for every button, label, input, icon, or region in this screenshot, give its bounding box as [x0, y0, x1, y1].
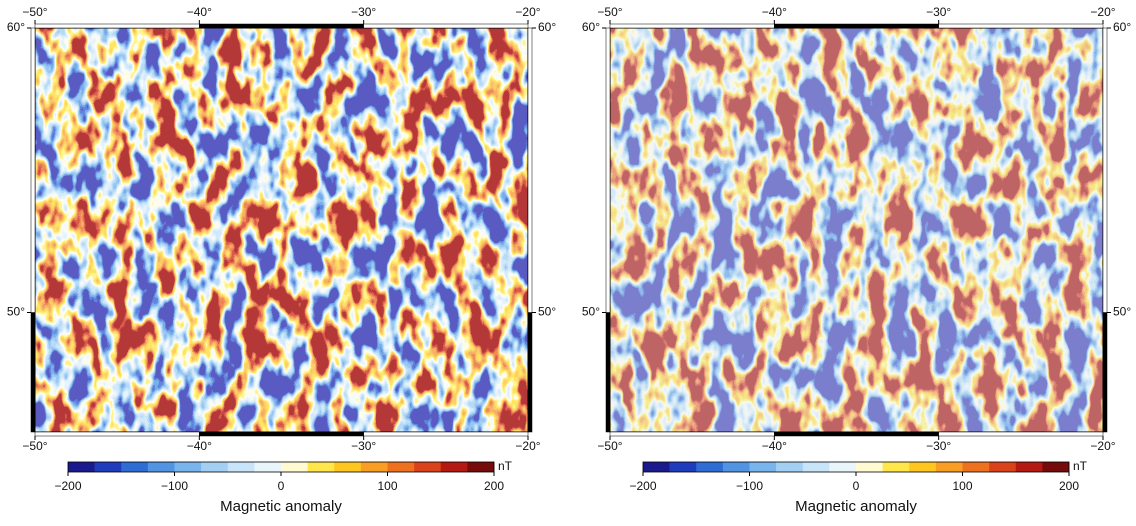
colorbar-step: [281, 462, 308, 472]
colorbar-step: [669, 462, 697, 472]
colorbar-step: [121, 462, 149, 472]
colorbar-step: [989, 462, 1017, 472]
x-tick-label: −30°: [351, 5, 376, 19]
y-tick-label: 50°: [582, 305, 600, 319]
colorbar-step: [94, 462, 122, 472]
colorbar-tick-label: 0: [853, 479, 860, 493]
x-tick-label: −40°: [762, 439, 787, 453]
x-tick-label: −20°: [1090, 439, 1115, 453]
frame-band: [605, 27, 611, 313]
colorbar-step: [227, 462, 255, 472]
colorbar-step: [147, 462, 175, 472]
colorbar-label: Magnetic anomaly: [795, 498, 917, 515]
colorbar-tick-label: 200: [484, 479, 504, 493]
colorbar-step: [334, 462, 362, 472]
colorbar-step: [360, 462, 388, 472]
colorbar-step: [307, 462, 335, 472]
colorbar-tick-label: 200: [1059, 479, 1079, 493]
colorbar-step: [467, 462, 495, 472]
frame-band: [199, 23, 364, 29]
colorbar-step: [387, 462, 415, 472]
x-tick-label: −50°: [597, 5, 622, 19]
colorbar-tick-label: −200: [629, 479, 656, 493]
colorbar-step: [68, 462, 95, 472]
colorbar-step: [201, 462, 229, 472]
frame-band: [527, 312, 533, 433]
x-tick-label: −20°: [515, 439, 540, 453]
colorbar-step: [829, 462, 857, 472]
y-tick-label: 50°: [538, 305, 556, 319]
frame-band: [774, 431, 939, 437]
frame-band: [363, 431, 529, 437]
frame-band: [609, 431, 775, 437]
colorbar-step: [1015, 462, 1043, 472]
hillshade: [610, 28, 1103, 432]
frame-band: [527, 27, 533, 313]
colorbar-unit: nT: [498, 459, 513, 473]
colorbar-step: [882, 462, 910, 472]
frame-band: [30, 27, 36, 313]
y-tick-label: 60°: [1113, 20, 1131, 34]
colorbar-tick-label: 100: [952, 479, 972, 493]
frame-band: [609, 23, 775, 29]
colorbar-unit: nT: [1073, 459, 1088, 473]
colorbar-step: [962, 462, 990, 472]
frame-band: [605, 312, 611, 433]
y-tick-label: 60°: [538, 20, 556, 34]
colorbar-tick-label: −100: [161, 479, 188, 493]
frame-band: [34, 431, 200, 437]
colorbar-step: [174, 462, 202, 472]
frame-band: [30, 312, 36, 433]
colorbar-step: [856, 462, 883, 472]
x-tick-label: −40°: [187, 439, 212, 453]
x-tick-label: −30°: [351, 439, 376, 453]
colorbar-step: [802, 462, 830, 472]
frame-band: [774, 23, 939, 29]
colorbar-step: [749, 462, 777, 472]
colorbar-step: [1042, 462, 1070, 472]
frame-band: [938, 431, 1104, 437]
colorbar-step: [722, 462, 750, 472]
frame-band: [34, 23, 200, 29]
colorbar-tick-label: −200: [54, 479, 81, 493]
frame-band: [363, 23, 529, 29]
y-tick-label: 60°: [7, 20, 25, 34]
colorbar-step: [909, 462, 937, 472]
colorbar-tick-label: 100: [377, 479, 397, 493]
x-tick-label: −20°: [1090, 5, 1115, 19]
colorbar-step: [254, 462, 282, 472]
colorbar-step: [643, 462, 670, 472]
y-tick-label: 60°: [582, 20, 600, 34]
y-tick-label: 50°: [7, 305, 25, 319]
x-tick-label: −50°: [597, 439, 622, 453]
frame-band: [1102, 312, 1108, 433]
x-tick-label: −40°: [762, 5, 787, 19]
x-tick-label: −30°: [926, 5, 951, 19]
x-tick-label: −50°: [22, 5, 47, 19]
colorbar-tick-label: −100: [736, 479, 763, 493]
frame-band: [938, 23, 1104, 29]
colorbar-step: [935, 462, 963, 472]
colorbar-label: Magnetic anomaly: [220, 498, 342, 515]
colorbar-step: [414, 462, 442, 472]
frame-band: [199, 431, 364, 437]
colorbar-step: [776, 462, 804, 472]
colorbar-tick-label: 0: [278, 479, 285, 493]
x-tick-label: −30°: [926, 439, 951, 453]
y-tick-label: 50°: [1113, 305, 1131, 319]
colorbar-step: [696, 462, 724, 472]
x-tick-label: −20°: [515, 5, 540, 19]
frame-band: [1102, 27, 1108, 313]
map-field: [610, 28, 1103, 432]
colorbar-step: [440, 462, 468, 472]
x-tick-label: −50°: [22, 439, 47, 453]
x-tick-label: −40°: [187, 5, 212, 19]
map-field: [35, 28, 528, 432]
